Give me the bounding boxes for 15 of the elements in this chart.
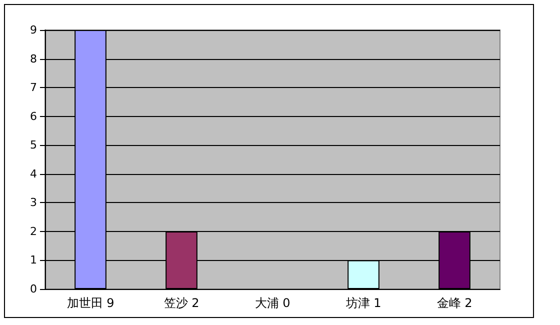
x-tick-label: 笠沙 2: [164, 296, 200, 310]
y-tick-label: 4: [30, 167, 37, 180]
x-tick-label: 大浦 0: [254, 296, 290, 310]
y-tick-label: 6: [30, 110, 37, 123]
y-tick-label: 9: [30, 24, 37, 36]
y-tick-label: 7: [30, 81, 37, 94]
y-tick-label: 8: [30, 52, 37, 66]
y-tick-label: 2: [30, 224, 37, 238]
x-tick-label: 加世田 9: [66, 296, 114, 310]
y-tick-label: 5: [30, 138, 37, 152]
y-tick-label: 1: [30, 254, 37, 267]
y-tick-label: 0: [30, 282, 37, 296]
x-tick-label: 坊津 1: [344, 296, 382, 310]
y-tick-label: 3: [30, 196, 37, 210]
x-tick-label: 金峰 2: [436, 296, 472, 310]
